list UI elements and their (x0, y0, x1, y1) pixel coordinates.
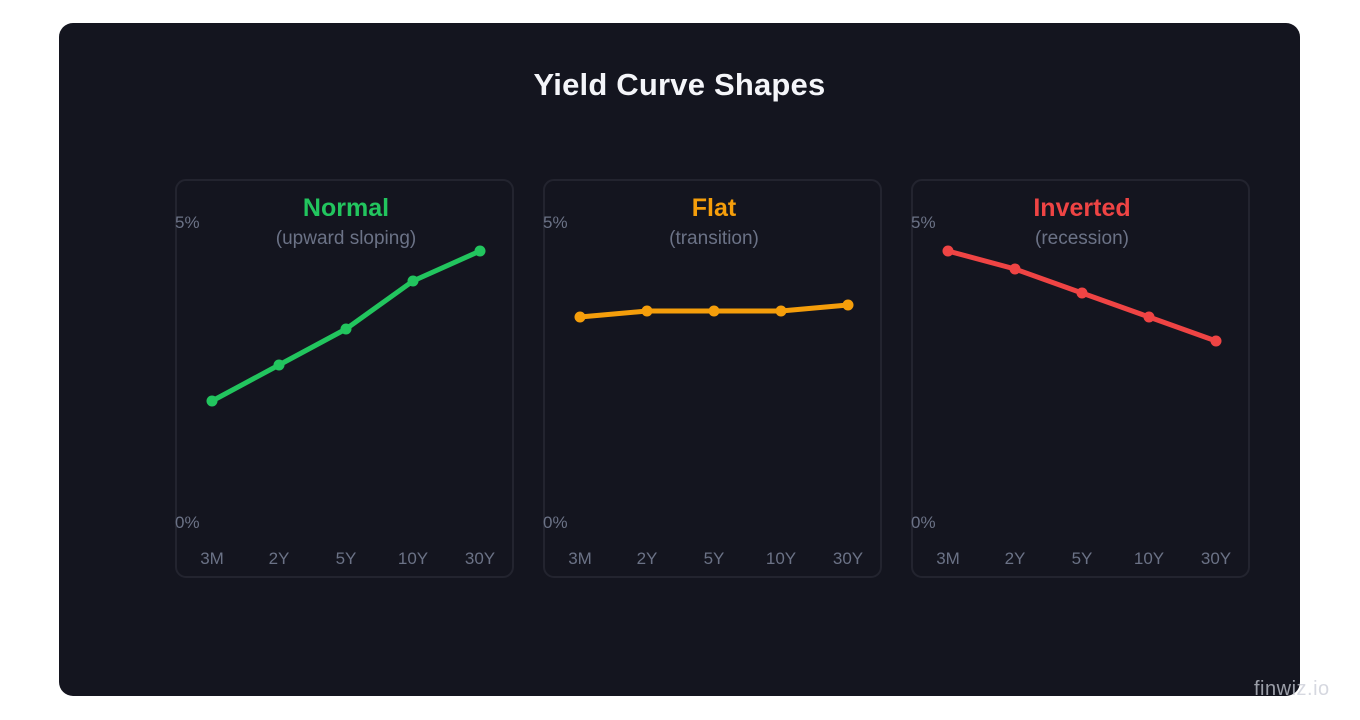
watermark: finwiz.io (1254, 678, 1330, 700)
panel-flat (543, 179, 882, 578)
page-title: Yield Curve Shapes (533, 67, 826, 102)
panel-normal (175, 179, 514, 578)
panel-inverted (911, 179, 1250, 578)
